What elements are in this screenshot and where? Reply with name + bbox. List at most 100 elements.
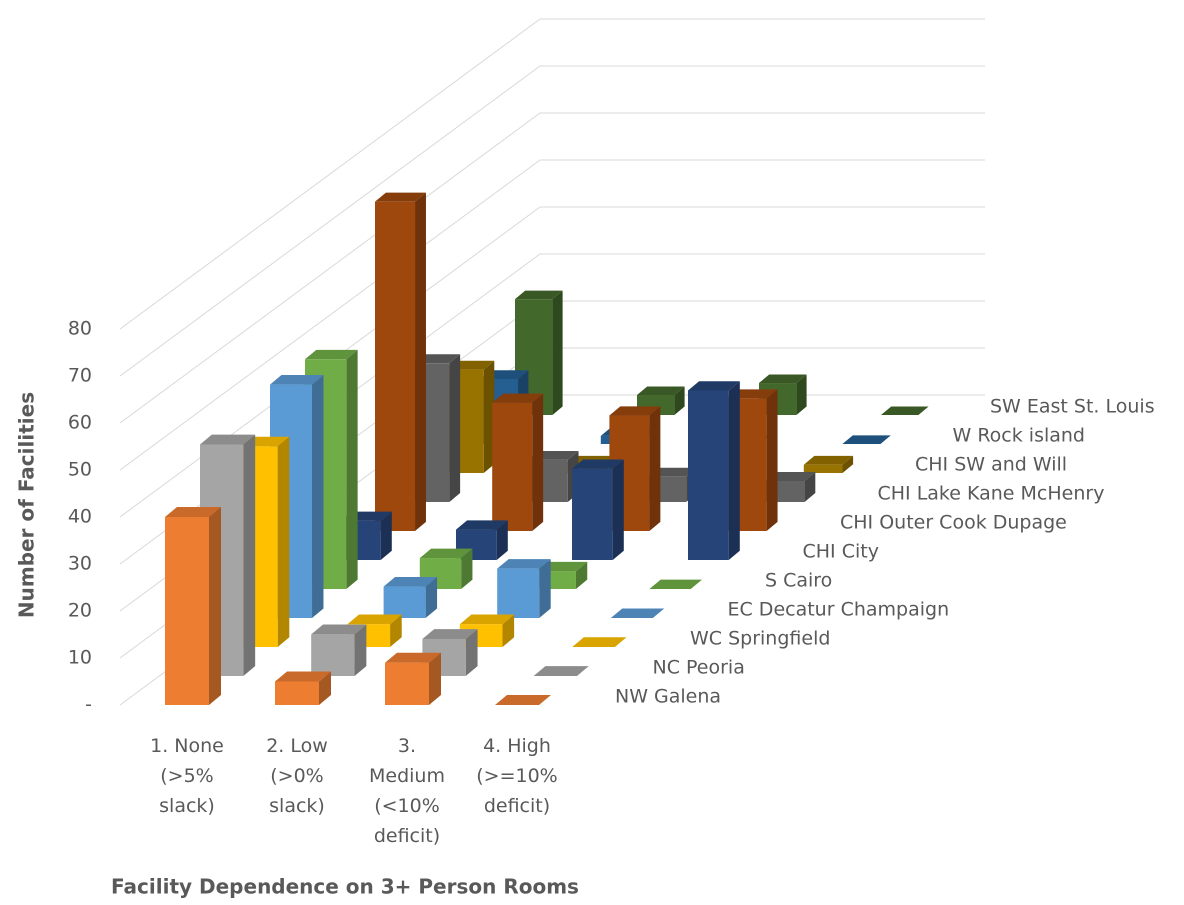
bar-side [415, 192, 426, 532]
bar-side [483, 360, 495, 473]
bar [383, 586, 426, 618]
bar-side [312, 375, 324, 618]
bar-top [609, 406, 661, 416]
bar [311, 634, 355, 676]
y-tick-label: 20 [68, 600, 92, 622]
bar-top [495, 695, 551, 705]
bar-top [419, 548, 473, 559]
bar-top [459, 614, 515, 625]
bar-side [804, 472, 816, 502]
grid-line [119, 65, 985, 377]
y-tick-label: - [85, 694, 92, 716]
bar-top [533, 666, 589, 676]
bar-side [354, 624, 367, 676]
bar-side [649, 406, 661, 531]
bar [492, 402, 533, 531]
legend-label: WC Springfield [690, 628, 830, 650]
legend-label: CHI SW and Will [915, 454, 1067, 476]
bar-side [319, 671, 331, 705]
bar-side [390, 614, 402, 647]
bar-side [465, 629, 478, 676]
bar-top [311, 624, 367, 635]
x-tick-label: 4. High (>=10% deficit) [476, 735, 558, 817]
bar-side [612, 459, 624, 560]
legend-label: S Cairo [765, 570, 832, 592]
bar [497, 568, 540, 618]
bar-side [461, 548, 473, 589]
y-tick-label: 60 [68, 412, 92, 434]
legend-label: NC Peoria [653, 657, 745, 679]
grid-line [119, 112, 985, 424]
bar-top [456, 520, 508, 530]
x-tick-label: 2. Low (>0% slack) [266, 735, 328, 817]
bar-top [492, 393, 544, 403]
bar-top [383, 577, 438, 587]
bar-side [243, 434, 256, 676]
bar-side [796, 374, 807, 415]
bar [165, 517, 209, 705]
bar-side [449, 354, 461, 502]
bar-top [515, 290, 563, 300]
y-tick-label: 40 [68, 506, 92, 528]
y-tick-label: 50 [68, 459, 92, 481]
legend-label: CHI Outer Cook Dupage [840, 512, 1067, 534]
bar-top [572, 637, 627, 647]
bar-side [674, 386, 685, 415]
x-axis-title: Facility Dependence on 3+ Person Rooms [111, 875, 579, 899]
bar-top [422, 629, 478, 639]
bar-side [539, 559, 551, 618]
grid-line [119, 159, 985, 471]
bar-side [496, 520, 508, 560]
bar-top [637, 386, 685, 396]
bar-side [842, 455, 854, 473]
legend-label: CHI City [803, 541, 879, 563]
bar [375, 201, 416, 531]
legend-label: NW Galena [615, 686, 721, 708]
bar-side [277, 436, 290, 647]
bar-top [270, 375, 324, 385]
bar-side [209, 507, 221, 705]
bar [385, 662, 429, 705]
x-tick-label: 1. None (>5% slack) [150, 735, 224, 817]
bar-side [425, 577, 438, 618]
bar-top [375, 192, 426, 202]
grid-line [119, 18, 985, 330]
bar-side [766, 389, 778, 531]
bar [275, 681, 319, 705]
bar-top [881, 406, 929, 415]
bar-side [728, 381, 740, 560]
y-axis-title: Number of Facilities [15, 392, 39, 618]
y-tick-label: 10 [68, 647, 92, 669]
legend-label: W Rock island [953, 425, 1086, 447]
bar-top [610, 608, 665, 618]
bar-side [532, 393, 544, 531]
bar-top [572, 459, 624, 469]
legend-label: SW East St. Louis [990, 396, 1155, 418]
bar-top [688, 381, 740, 391]
bar-top [305, 349, 358, 360]
bar [572, 468, 613, 560]
bar-top [385, 652, 441, 663]
bar-side [380, 511, 392, 560]
bar [803, 464, 843, 473]
bar [688, 390, 729, 560]
bar-top [649, 579, 703, 589]
grid-line [119, 206, 985, 518]
bar-top [497, 559, 551, 569]
bar-side [502, 614, 515, 647]
legend-label: EC Decatur Champaign [728, 599, 950, 621]
x-tick-label: 3. Medium (<10% deficit) [369, 735, 445, 847]
bar-top [200, 434, 256, 445]
y-tick-label: 30 [68, 553, 92, 575]
legend-label: CHI Lake Kane McHenry [878, 483, 1105, 505]
bar-top [759, 374, 807, 384]
bar-top [275, 671, 331, 682]
bar-side [575, 561, 588, 589]
bar-top [165, 507, 221, 517]
y-tick-label: 70 [68, 365, 92, 387]
y-tick-label: 80 [68, 318, 92, 340]
bar-side [346, 349, 358, 589]
bar-side [552, 290, 563, 415]
